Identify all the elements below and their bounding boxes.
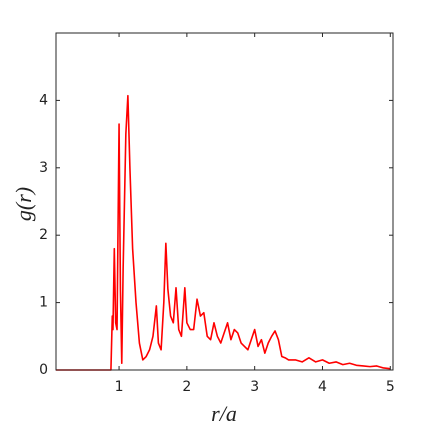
y-tick-label: 3: [39, 160, 48, 176]
y-tick-label: 4: [39, 92, 48, 108]
x-tick-label: 5: [386, 379, 395, 395]
x-axis-label: r/a: [211, 401, 237, 426]
x-tick-label: 2: [182, 379, 191, 395]
y-tick-label: 1: [39, 295, 48, 311]
y-tick-label: 0: [39, 362, 48, 378]
x-tick-label: 1: [115, 379, 124, 395]
plot-frame: [55, 32, 394, 371]
y-tick-label: 2: [39, 227, 48, 243]
data-line: [56, 94, 391, 371]
x-tick-label: 3: [250, 379, 259, 395]
y-axis-label: g(r): [11, 187, 36, 221]
x-tick-label: 4: [318, 379, 327, 395]
